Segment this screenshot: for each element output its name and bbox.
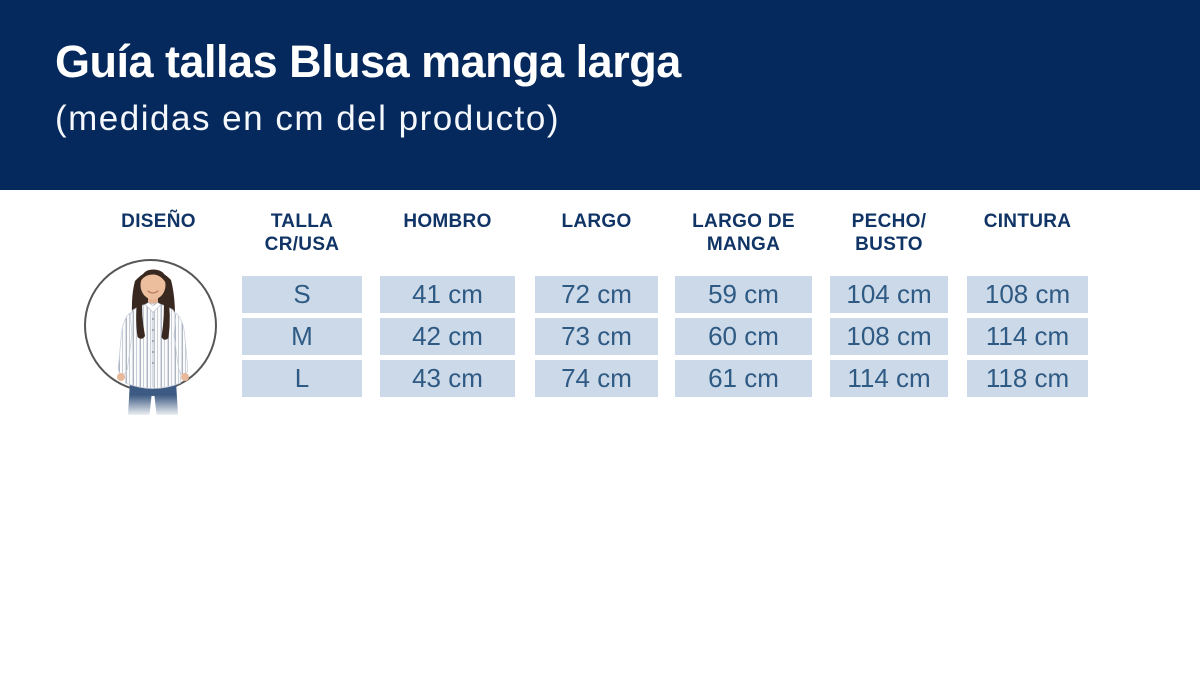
header-line: LARGO DE [692, 211, 795, 232]
page-title: Guía tallas Blusa manga larga [55, 36, 681, 87]
cell-pecho-s: 104 cm [830, 276, 948, 313]
design-photo-frame [84, 259, 217, 417]
cell-cintura-s: 108 cm [967, 276, 1088, 313]
header-line: BUSTO [855, 234, 923, 255]
model-photo-illustration [111, 269, 195, 417]
cell-manga-s: 59 cm [675, 276, 812, 313]
column-header-pecho-busto: PECHO/ BUSTO [830, 205, 948, 276]
size-table: DISEÑO TALLA CR/USA HOMBRO LARGO LARGO D… [75, 205, 1088, 397]
header-line: DISEÑO [121, 211, 196, 232]
header-line: CINTURA [983, 211, 1072, 232]
header-line: CR/USA [264, 234, 340, 255]
cell-hombro-s: 41 cm [380, 276, 515, 313]
cell-hombro-l: 43 cm [380, 360, 515, 397]
cell-cintura-l: 118 cm [967, 360, 1088, 397]
column-header-largo-de-manga: LARGO DE MANGA [675, 205, 812, 276]
cell-manga-l: 61 cm [675, 360, 812, 397]
column-header-cintura: CINTURA [967, 205, 1088, 276]
column-header-diseno: DISEÑO [75, 205, 242, 276]
header-line: LARGO [561, 211, 632, 232]
header-line: MANGA [706, 234, 781, 255]
cell-largo-s: 72 cm [535, 276, 658, 313]
column-header-talla: TALLA CR/USA [242, 205, 362, 276]
header-line: TALLA [270, 211, 334, 232]
cell-talla-m: M [242, 318, 362, 355]
header-line: PECHO/ [851, 211, 927, 232]
cell-pecho-l: 114 cm [830, 360, 948, 397]
header-banner: Guía tallas Blusa manga larga (medidas e… [0, 0, 1200, 190]
cell-talla-l: L [242, 360, 362, 397]
page-subtitle: (medidas en cm del producto) [55, 99, 560, 138]
cell-hombro-m: 42 cm [380, 318, 515, 355]
cell-talla-s: S [242, 276, 362, 313]
cell-pecho-m: 108 cm [830, 318, 948, 355]
cell-largo-m: 73 cm [535, 318, 658, 355]
cell-manga-m: 60 cm [675, 318, 812, 355]
header-line: HOMBRO [403, 211, 492, 232]
cell-largo-l: 74 cm [535, 360, 658, 397]
column-header-hombro: HOMBRO [380, 205, 515, 276]
column-header-largo: LARGO [535, 205, 658, 276]
cell-cintura-m: 114 cm [967, 318, 1088, 355]
